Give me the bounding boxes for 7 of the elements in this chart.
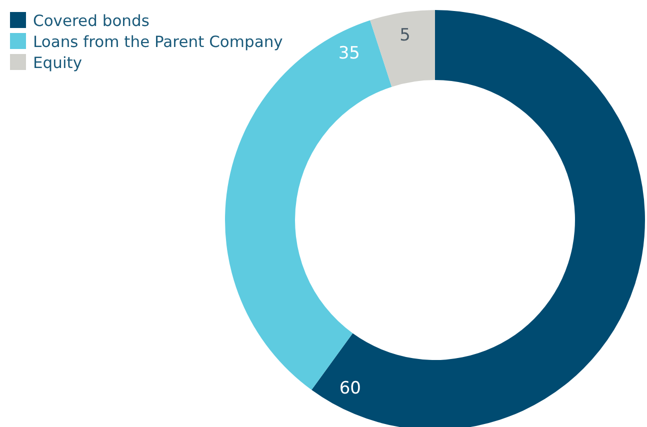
data-label: 5 [400, 25, 410, 46]
legend-label: Loans from the Parent Company [33, 33, 283, 51]
donut-slice [370, 10, 435, 87]
data-label: 60 [339, 378, 361, 399]
legend-label: Equity [33, 54, 82, 72]
legend-label: Covered bonds [33, 12, 150, 30]
data-label: 35 [338, 44, 360, 64]
